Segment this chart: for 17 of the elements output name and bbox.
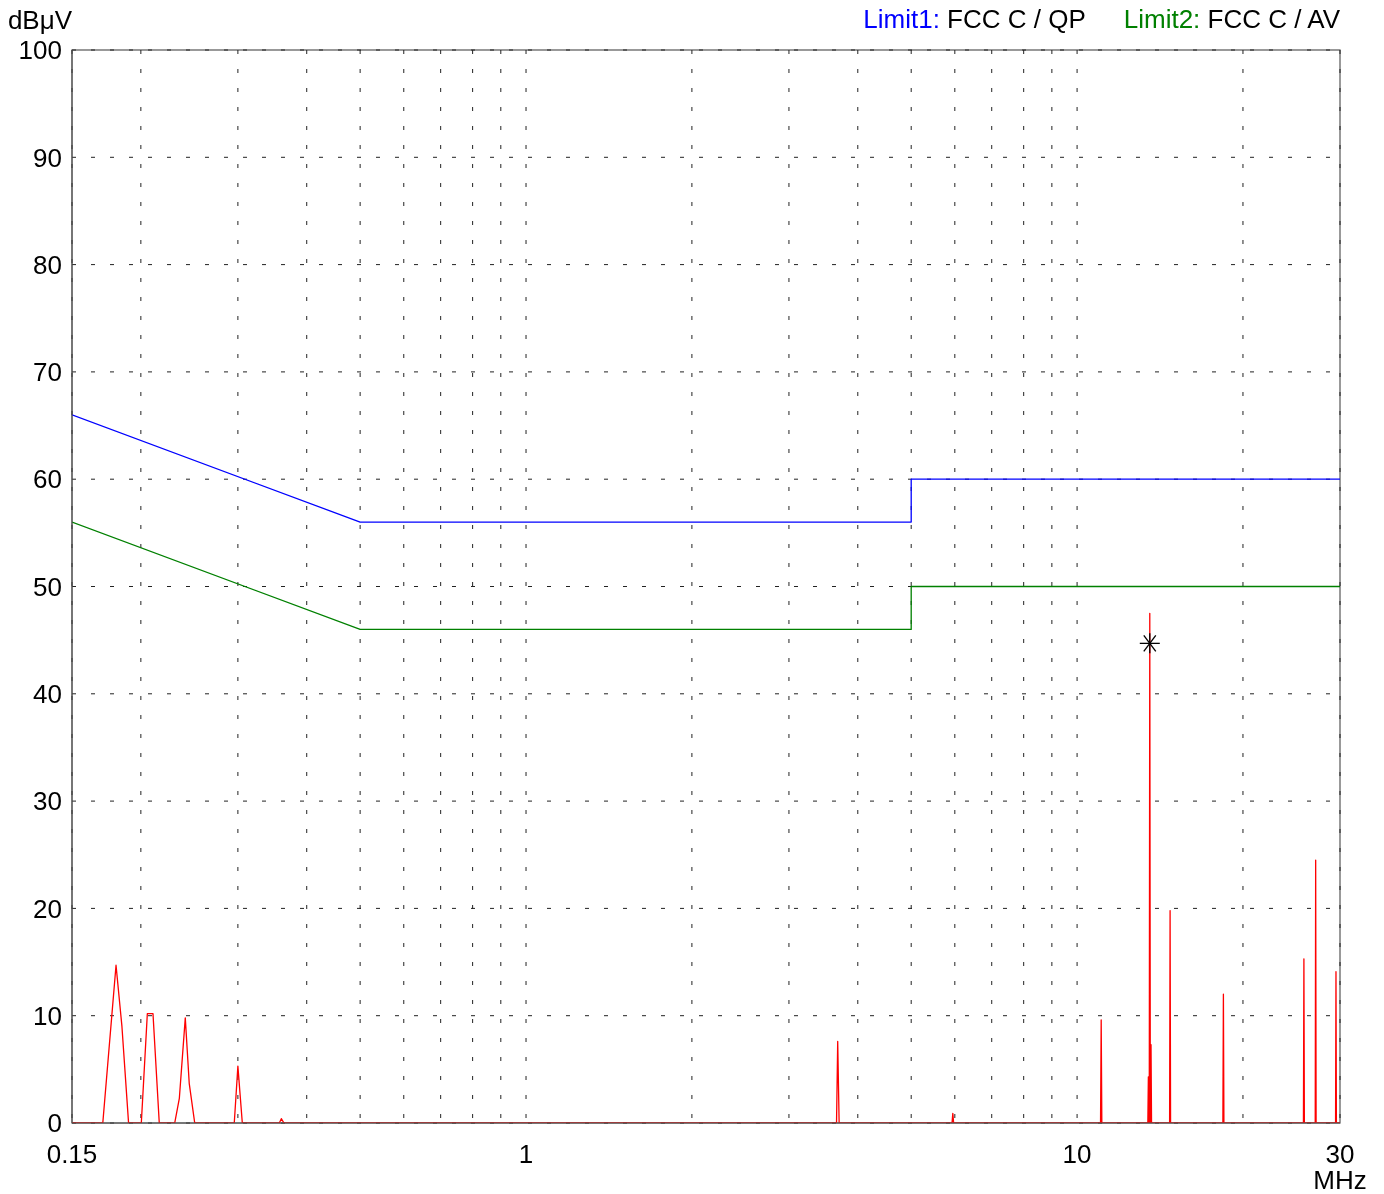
x-tick-label: 0.15 [46, 1139, 98, 1170]
x-tick-label: 1 [518, 1139, 534, 1170]
y-tick-label: 80 [33, 249, 62, 280]
y-tick-label: 60 [33, 464, 62, 495]
y-tick-label: 20 [33, 893, 62, 924]
y-tick-label: 10 [33, 1000, 62, 1031]
y-tick-label: 70 [33, 357, 62, 388]
y-tick-label: 0 [47, 1108, 62, 1139]
y-tick-label: 30 [33, 786, 62, 817]
y-tick-label: 90 [33, 142, 62, 173]
y-axis-title: dBμV [7, 5, 73, 35]
text: Limit2: FCC C / AV [1123, 4, 1340, 35]
text: Limit1: FCC C / QP [863, 4, 1086, 35]
y-tick-label: 50 [33, 571, 62, 602]
y-tick-label: 100 [18, 35, 62, 66]
y-tick-label: 40 [33, 679, 62, 710]
x-tick-label: 10 [1062, 1139, 1092, 1170]
